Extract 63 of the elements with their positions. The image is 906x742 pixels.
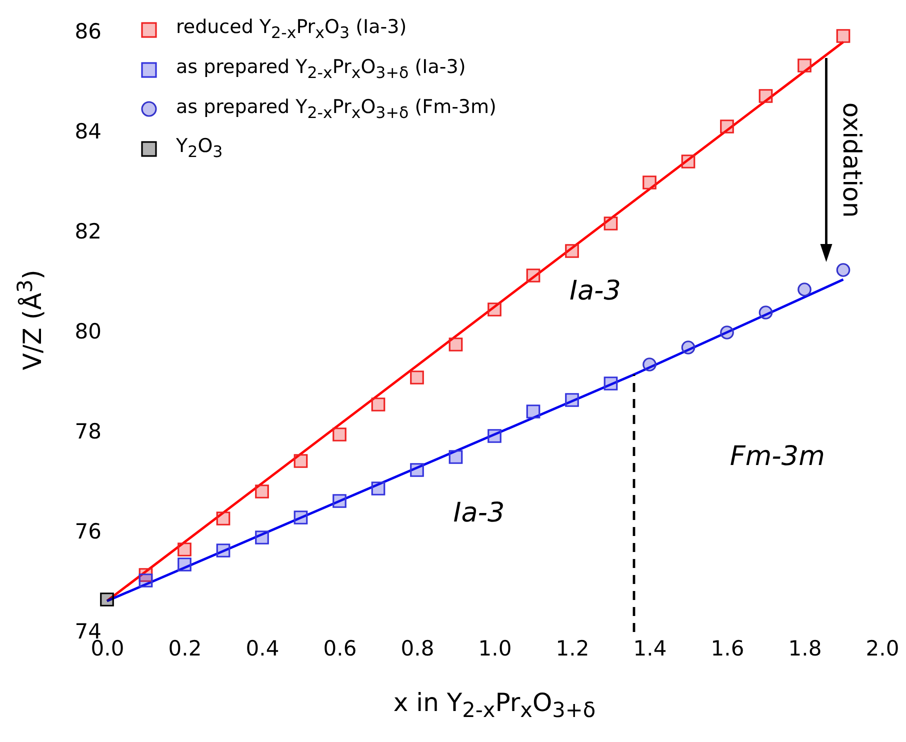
x-tick-label: 1.8 bbox=[788, 636, 822, 660]
point bbox=[216, 544, 230, 558]
point bbox=[138, 574, 153, 588]
y-tick-label: 86 bbox=[74, 20, 102, 44]
point bbox=[526, 404, 540, 418]
x-tick-label: 0.4 bbox=[246, 636, 280, 660]
point bbox=[642, 176, 656, 190]
point bbox=[332, 494, 346, 508]
x-tick-label: 0.8 bbox=[400, 636, 434, 660]
point bbox=[100, 592, 114, 606]
point bbox=[294, 510, 308, 524]
point bbox=[798, 58, 812, 72]
x-tick-label: 1.2 bbox=[556, 636, 590, 660]
point bbox=[294, 454, 308, 468]
point bbox=[371, 398, 386, 412]
point bbox=[488, 302, 502, 316]
point bbox=[836, 29, 850, 43]
point bbox=[604, 376, 618, 390]
point bbox=[565, 244, 579, 258]
point bbox=[255, 530, 269, 544]
x-tick-label: 0.6 bbox=[323, 636, 357, 660]
point bbox=[565, 393, 579, 407]
point bbox=[178, 542, 192, 556]
point bbox=[758, 89, 773, 103]
legend-label: as prepared Y$_{2-x}$Pr$_{x}$O$_{3+δ}$ (Ia-3) bbox=[176, 54, 466, 84]
legend-label: Y$_{2}$O$_{3}$ bbox=[176, 134, 223, 164]
legend-label: as prepared Y$_{2-x}$Pr$_{x}$O$_{3+δ}$ (Fm-3m) bbox=[176, 94, 496, 124]
point bbox=[526, 268, 540, 282]
annotation: Ia-3 bbox=[453, 497, 505, 528]
point bbox=[758, 306, 773, 320]
point bbox=[720, 326, 734, 340]
y-tick-label: 76 bbox=[74, 520, 102, 544]
point bbox=[332, 428, 346, 442]
x-axis-title: x in Y$_{2-x}$Pr$_{x}$O$_{3+δ}$ bbox=[393, 688, 596, 722]
y-tick-label: 84 bbox=[74, 120, 102, 144]
annotation: oxidation bbox=[838, 102, 867, 218]
x-tick-label: 0.2 bbox=[168, 636, 202, 660]
point bbox=[410, 370, 424, 384]
point bbox=[371, 482, 386, 496]
annotation: Ia-3 bbox=[570, 275, 621, 306]
x-tick-label: 1.6 bbox=[710, 636, 744, 660]
y-tick-label: 80 bbox=[74, 320, 102, 344]
point bbox=[604, 216, 618, 230]
point bbox=[720, 120, 734, 134]
point bbox=[178, 558, 192, 572]
point bbox=[681, 154, 696, 168]
point bbox=[681, 340, 696, 354]
annotation: Fm-3m bbox=[730, 441, 825, 472]
point bbox=[410, 463, 424, 477]
y-tick-label: 78 bbox=[74, 420, 102, 444]
point bbox=[836, 263, 850, 277]
point bbox=[216, 512, 230, 526]
y-tick-label: 82 bbox=[74, 220, 102, 244]
point bbox=[798, 282, 812, 296]
point bbox=[642, 358, 656, 372]
point bbox=[448, 450, 463, 464]
point bbox=[255, 484, 269, 498]
x-tick-label: 1.4 bbox=[633, 636, 667, 660]
point bbox=[488, 429, 502, 443]
x-tick-label: 1.0 bbox=[478, 636, 512, 660]
legend-label: reduced Y$_{2-x}$Pr$_{x}$O$_{3}$ (Ia-3) bbox=[176, 15, 407, 44]
point bbox=[448, 338, 463, 352]
x-tick-label: 2.0 bbox=[866, 636, 900, 660]
